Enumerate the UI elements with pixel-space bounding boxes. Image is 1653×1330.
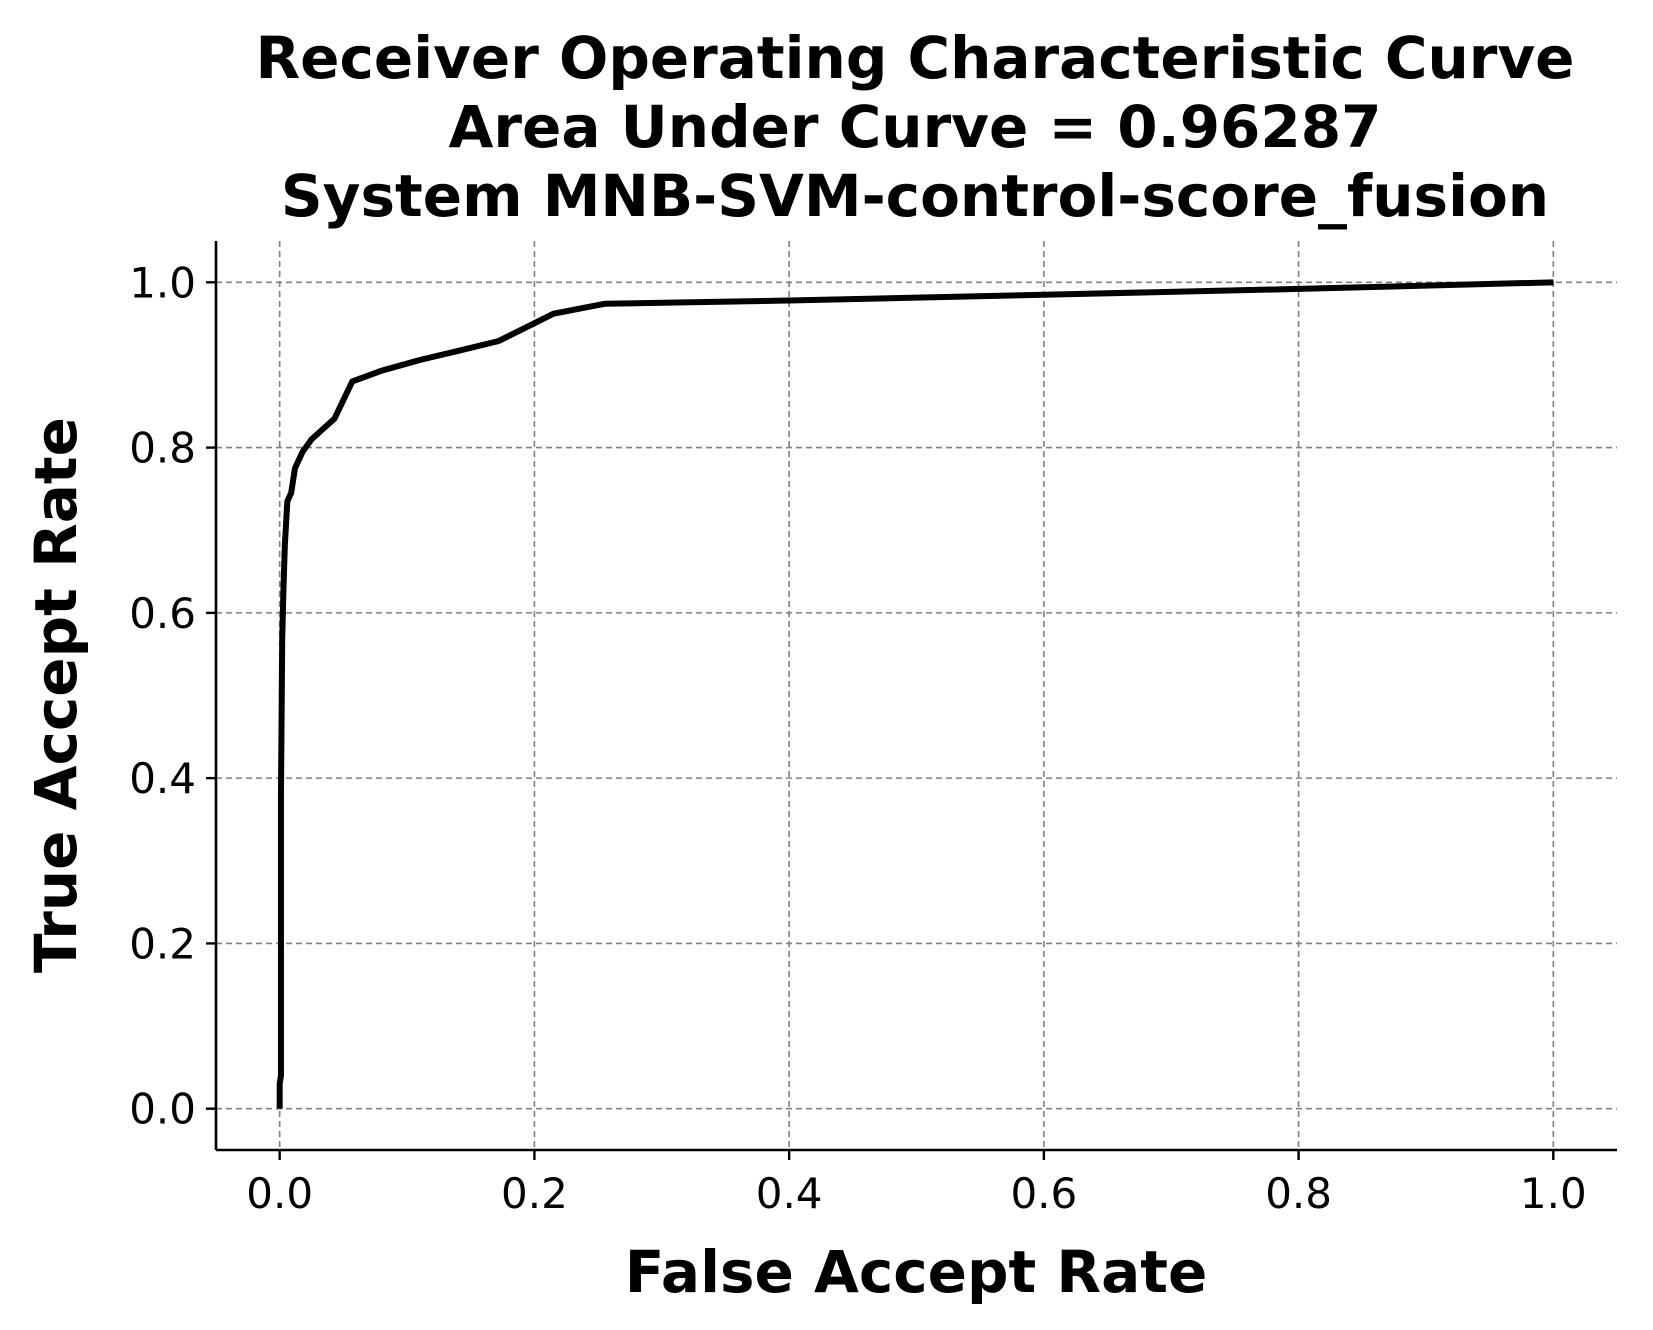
chart-title-line-2: Area Under Curve = 0.96287	[449, 93, 1382, 161]
plot-area	[276, 279, 1554, 1109]
y-axis-label: True Accept Rate	[22, 417, 90, 973]
y-tick-label: 1.0	[129, 258, 196, 307]
x-tick-label: 0.8	[1265, 1169, 1332, 1218]
x-tick-label: 1.0	[1520, 1169, 1587, 1218]
x-tick-label: 0.4	[756, 1169, 823, 1218]
chart-title-line-3: System MNB-SVM-control-score_fusion	[281, 162, 1549, 230]
axes	[214, 241, 1617, 1152]
x-axis-label: False Accept Rate	[625, 1238, 1208, 1306]
y-tick-label: 0.2	[129, 919, 196, 968]
roc-curve-line	[276, 279, 1554, 1109]
chart-title-line-1: Receiver Operating Characteristic Curve	[255, 24, 1574, 92]
ticks: 0.0 0.2 0.4 0.6 0.8 1.0 0.0 0.2 0.4 0.6 0.8 1.0	[129, 258, 1587, 1218]
grid	[216, 241, 1617, 1150]
y-tick-label: 0.6	[129, 589, 196, 638]
y-tick-label: 0.8	[129, 424, 196, 473]
x-tick-label: 0.0	[246, 1169, 313, 1218]
x-tick-label: 0.6	[1010, 1169, 1077, 1218]
x-tick-label: 0.2	[501, 1169, 568, 1218]
y-tick-label: 0.0	[129, 1085, 196, 1134]
y-tick-label: 0.4	[129, 754, 196, 803]
